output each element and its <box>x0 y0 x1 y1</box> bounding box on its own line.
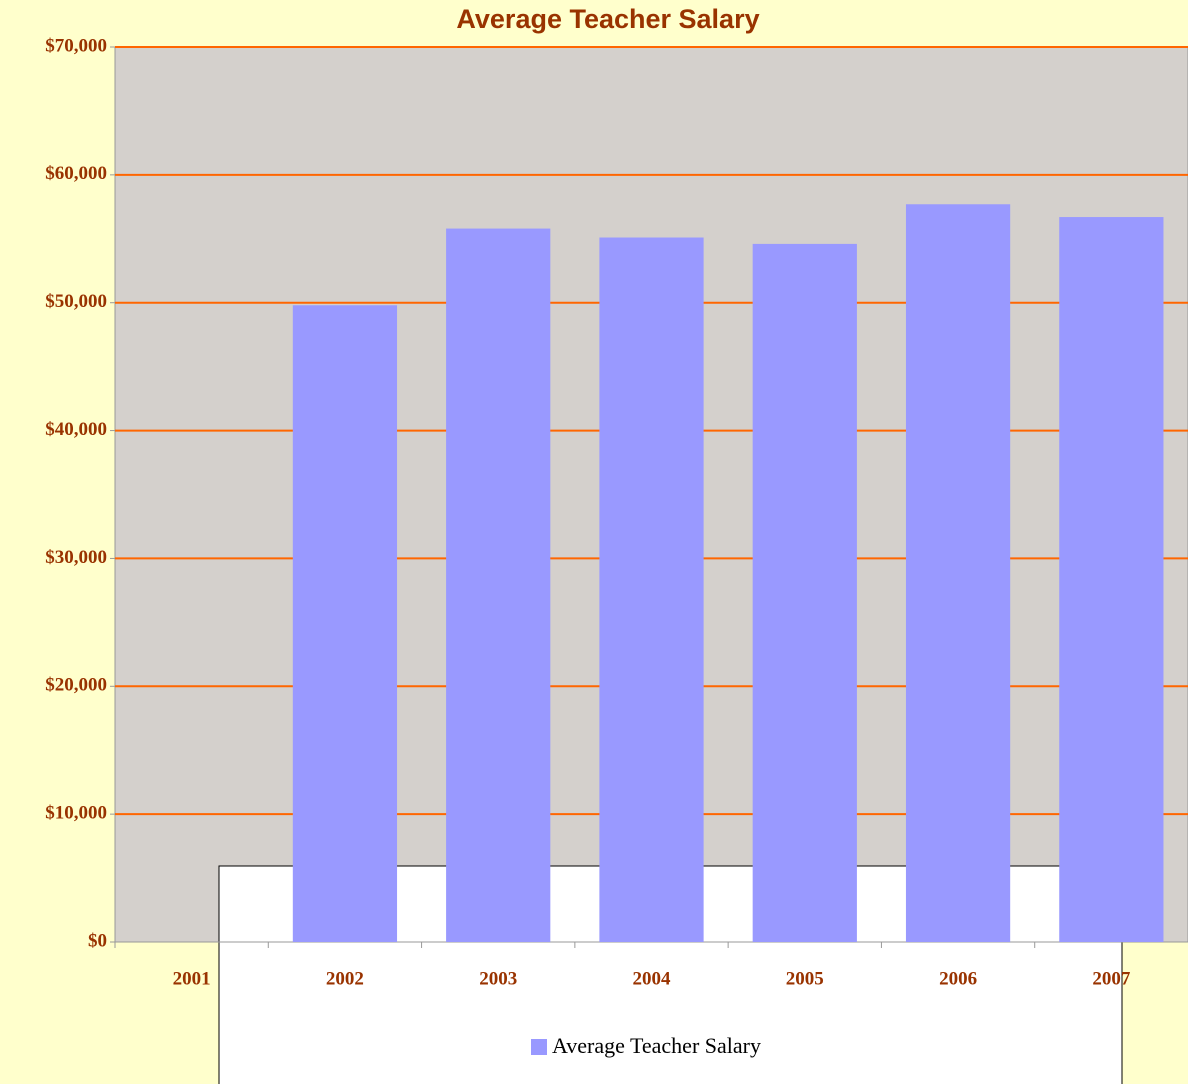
legend-swatch <box>531 1039 547 1055</box>
x-tick-label: 2005 <box>786 968 824 989</box>
x-tick-label: 2006 <box>939 968 977 989</box>
x-tick-label: 2004 <box>633 968 672 989</box>
chart: Average Teacher Salary $0 $10,000 $20,000 $… <box>0 0 1188 1084</box>
bar <box>1059 217 1163 942</box>
bar <box>753 244 857 942</box>
x-tick-label: 2002 <box>326 968 364 989</box>
bar <box>293 305 397 942</box>
chart-title: Average Teacher Salary <box>456 4 759 34</box>
legend-label: Average Teacher Salary <box>552 1033 761 1058</box>
y-tick-label: $20,000 <box>45 675 107 696</box>
y-tick-label: $10,000 <box>45 803 107 824</box>
y-tick-label: $60,000 <box>45 163 107 184</box>
y-tick-label: $40,000 <box>45 419 107 440</box>
y-tick-label: $0 <box>88 930 107 951</box>
y-tick-label: $30,000 <box>45 547 107 568</box>
x-tick-label: 2003 <box>479 968 517 989</box>
x-tick-label: 2007 <box>1092 968 1131 989</box>
bar <box>446 229 550 942</box>
bar <box>599 238 703 942</box>
y-tick-label: $70,000 <box>45 35 107 56</box>
x-tick-label: 2001 <box>173 968 211 989</box>
bar <box>906 204 1010 942</box>
y-tick-label: $50,000 <box>45 291 107 312</box>
